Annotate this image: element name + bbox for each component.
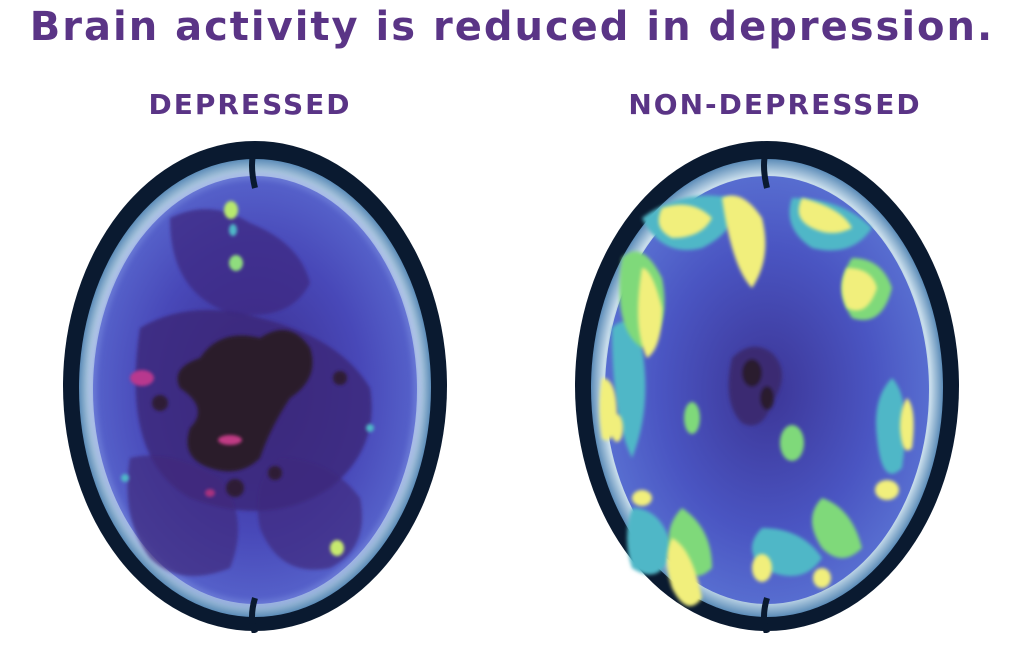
depressed-brain-scan	[63, 141, 447, 633]
depressed-midline	[249, 146, 258, 633]
depressed-magenta-spots	[130, 370, 242, 497]
depressed-very-low-activity-core	[152, 330, 347, 497]
non-depressed-brain-scan	[575, 141, 959, 633]
depressed-label: DEPRESSED	[148, 88, 352, 121]
figure-title: Brain activity is reduced in depression.	[29, 4, 995, 50]
non-depressed-high-activity-yellow	[599, 195, 914, 606]
non-depressed-label: NON-DEPRESSED	[628, 88, 922, 121]
non-depressed-midline	[761, 146, 770, 633]
depressed-active-spots	[121, 201, 374, 556]
non-depressed-low-activity-core	[728, 346, 782, 426]
